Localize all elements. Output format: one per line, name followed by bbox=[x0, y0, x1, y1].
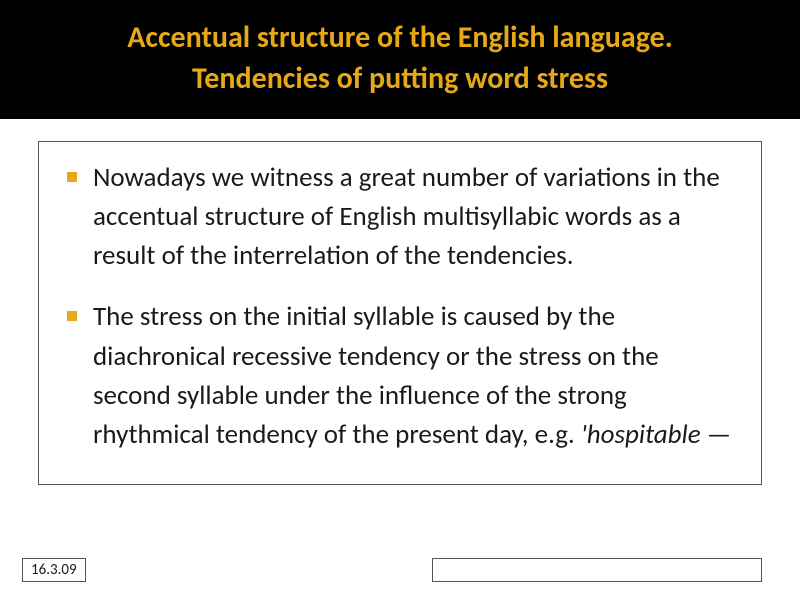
slide-title: Accentual structure of the English langu… bbox=[40, 18, 760, 99]
bullet-text-prefix: The stress on the initial syllable is ca… bbox=[93, 300, 659, 450]
bullet-text: Nowadays we witness a great number of va… bbox=[93, 158, 733, 275]
page-number-box bbox=[432, 558, 762, 582]
content-box: Nowadays we witness a great number of va… bbox=[38, 141, 762, 485]
bullet-marker-icon bbox=[67, 172, 77, 182]
bullet-text-italic: 'hospitable — bbox=[581, 418, 731, 451]
date-label: 16.3.09 bbox=[22, 558, 86, 582]
bullet-text: The stress on the initial syllable is ca… bbox=[93, 297, 733, 454]
title-line-2: Tendencies of putting word stress bbox=[192, 60, 608, 97]
bullet-item: Nowadays we witness a great number of va… bbox=[67, 158, 733, 275]
title-line-1: Accentual structure of the English langu… bbox=[127, 19, 672, 56]
bullet-marker-icon bbox=[67, 311, 77, 321]
title-bar: Accentual structure of the English langu… bbox=[0, 0, 800, 119]
bullet-item: The stress on the initial syllable is ca… bbox=[67, 297, 733, 454]
